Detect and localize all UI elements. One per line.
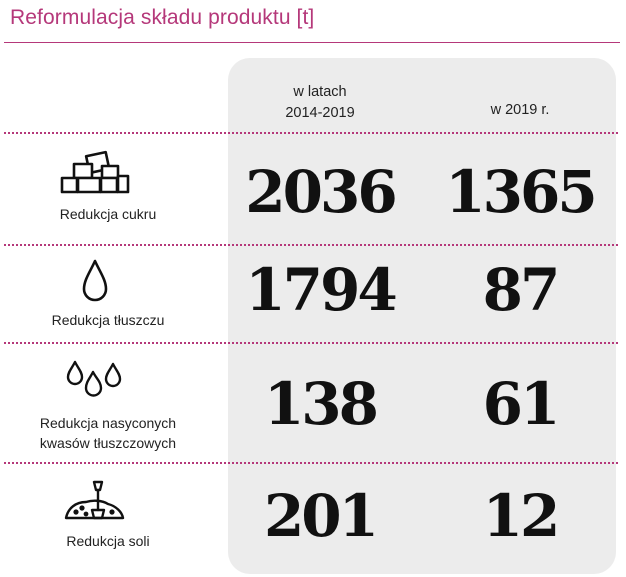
value-saturated-fat-2019: 61 xyxy=(482,370,561,438)
salt-shovel-icon xyxy=(64,480,125,520)
row-label-line: Redukcja nasyconych xyxy=(39,415,177,431)
row-label-sugar: Redukcja cukru xyxy=(59,206,157,222)
row-label-line: kwasów tłuszczowych xyxy=(39,435,177,451)
row-label-salt: Redukcja soli xyxy=(66,533,150,549)
row-label-fat: Redukcja tłuszczu xyxy=(51,312,165,328)
sugar-cubes-icon xyxy=(60,150,130,194)
value-salt-2019: 12 xyxy=(482,482,561,550)
row-label-saturated-fat: Redukcja nasyconych kwasów tłuszczowych xyxy=(8,413,208,453)
value-sugar-2019: 1365 xyxy=(445,158,597,226)
value-sugar-2014-2019: 2036 xyxy=(245,158,397,226)
column-header-line: w 2019 r. xyxy=(490,102,550,118)
row-divider xyxy=(4,132,618,134)
column-header-2019: w 2019 r. xyxy=(450,100,590,121)
column-header-line: 2014-2019 xyxy=(285,105,355,121)
values-panel xyxy=(228,58,616,574)
value-fat-2019: 87 xyxy=(482,256,561,324)
value-saturated-fat-2014-2019: 138 xyxy=(263,370,379,438)
value-fat-2014-2019: 1794 xyxy=(245,256,397,324)
column-header-line: w latach xyxy=(293,84,347,100)
page-title: Reformulacja składu produktu [t] xyxy=(10,6,315,29)
value-salt-2014-2019: 201 xyxy=(263,482,379,550)
saturated-fat-drops-icon xyxy=(66,360,122,397)
row-divider xyxy=(4,244,618,246)
title-divider xyxy=(4,42,620,43)
row-divider xyxy=(4,342,618,344)
fat-drop-icon xyxy=(82,259,108,302)
column-header-2014-2019: w latach 2014-2019 xyxy=(250,82,390,124)
row-divider xyxy=(4,462,618,464)
